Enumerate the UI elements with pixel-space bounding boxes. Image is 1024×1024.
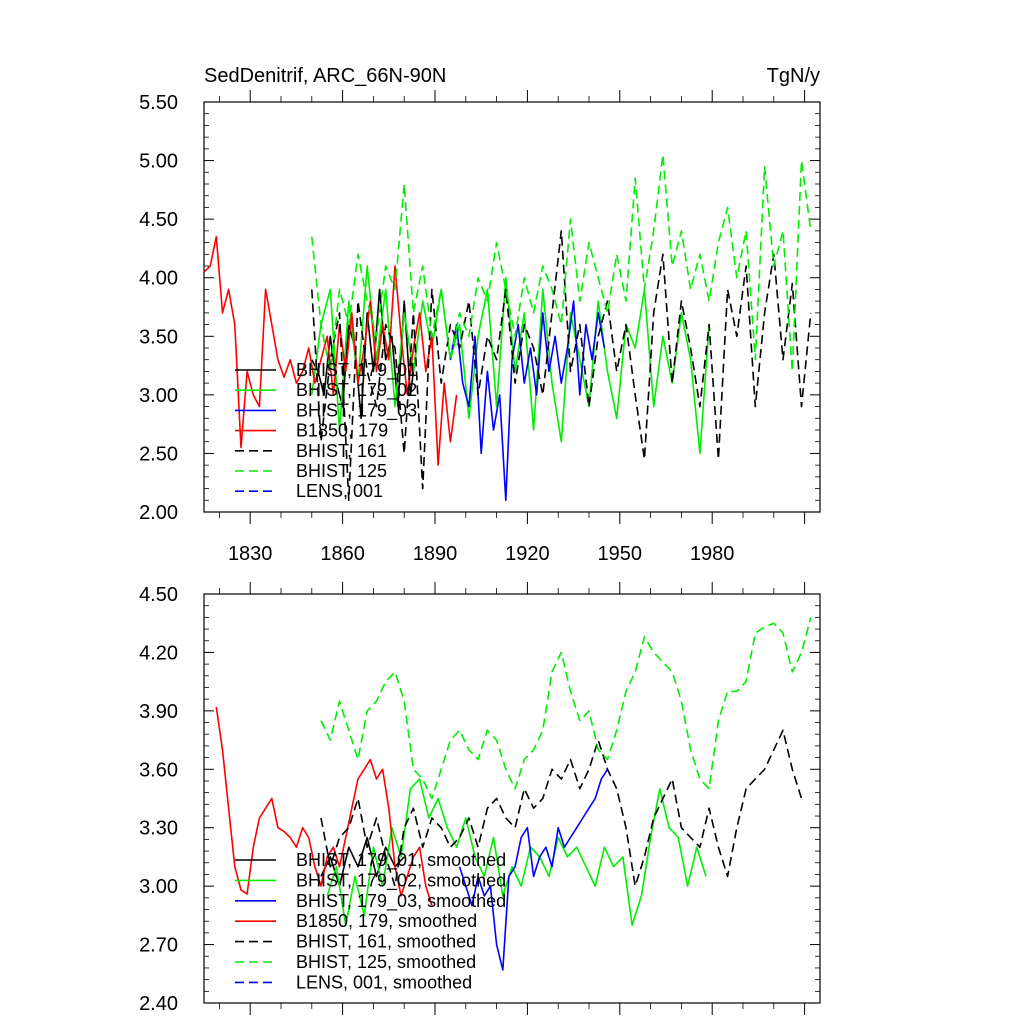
top-y-tick-label: 2.50 bbox=[139, 443, 178, 465]
top-plot-frame bbox=[203, 101, 821, 513]
top-series-line-2 bbox=[311, 265, 710, 455]
top-y-tick-label: 4.00 bbox=[139, 268, 178, 290]
top-legend-label: B1850, 179 bbox=[296, 421, 388, 441]
bottom-legend-label: BHIST, 179_01, smoothed bbox=[296, 850, 506, 871]
top-y-tick-label: 3.50 bbox=[139, 326, 178, 348]
top-x-tick-label: 1920 bbox=[505, 543, 550, 565]
bottom-legend-label: BHIST, 161, smoothed bbox=[296, 932, 476, 952]
bottom-y-tick-label: 3.30 bbox=[139, 818, 178, 840]
bottom-y-tick-label: 3.00 bbox=[139, 876, 178, 898]
bottom-series-line-6 bbox=[320, 617, 812, 800]
bottom-y-tick-label: 2.70 bbox=[139, 935, 178, 957]
bottom-plot-area: 2.40 2.70 3.00 3.30 3.60 3.90 4.20 4.50 BHIST, 1… bbox=[139, 582, 821, 1015]
bottom-y-tick-label: 3.90 bbox=[139, 701, 178, 723]
top-series-line-6 bbox=[311, 153, 812, 373]
top-x-tick-label: 1950 bbox=[598, 543, 643, 565]
bottom-legend-label: BHIST, 125, smoothed bbox=[296, 952, 476, 972]
top-chart-title: SedDenitrif, ARC_66N-90N bbox=[204, 65, 446, 87]
top-series-line-3 bbox=[449, 300, 606, 502]
top-plot-area: 2.00 2.50 3.00 3.50 4.00 4.50 5.00 5.50 1830 1860… bbox=[139, 90, 821, 565]
bottom-legend-label: BHIST, 179_03, smoothed bbox=[296, 891, 506, 912]
bottom-plot-frame bbox=[203, 593, 821, 1004]
top-x-tick-label: 1830 bbox=[228, 543, 273, 565]
bottom-legend-label: B1850, 179, smoothed bbox=[296, 911, 477, 931]
top-legend-label: LENS, 001 bbox=[296, 481, 383, 501]
top-legend-label: BHIST, 125 bbox=[296, 461, 387, 481]
bottom-series-line-4 bbox=[215, 706, 433, 906]
bottom-y-tick-label: 4.20 bbox=[139, 642, 178, 664]
top-y-tick-label: 2.00 bbox=[139, 502, 178, 524]
top-series-line-5 bbox=[311, 230, 812, 502]
top-legend-label: BHIST, 161 bbox=[296, 441, 387, 461]
top-legend-label: BHIST, 179_01 bbox=[296, 360, 417, 381]
top-panel: SedDenitrif, ARC_66N-90N TgN/y 2.00 2.50 3… bbox=[139, 65, 821, 565]
top-y-tick-label: 3.00 bbox=[139, 385, 178, 407]
bottom-panel: 2.40 2.70 3.00 3.30 3.60 3.90 4.20 4.50 BHIST, 1… bbox=[139, 582, 821, 1015]
bottom-series-line-5 bbox=[320, 729, 803, 887]
top-chart-units: TgN/y bbox=[767, 65, 820, 87]
top-legend-label: BHIST, 179_02 bbox=[296, 380, 417, 401]
bottom-series-line-2 bbox=[326, 778, 707, 926]
bottom-y-tick-label: 2.40 bbox=[139, 993, 178, 1015]
top-x-tick-label: 1890 bbox=[413, 543, 458, 565]
bottom-series-line-3 bbox=[458, 768, 609, 971]
top-x-tick-label: 1860 bbox=[320, 543, 365, 565]
bottom-y-tick-label: 4.50 bbox=[139, 584, 178, 606]
top-legend-label: BHIST, 179_03 bbox=[296, 400, 417, 421]
bottom-legend-label: BHIST, 179_02, smoothed bbox=[296, 870, 506, 891]
top-y-tick-label: 4.50 bbox=[139, 209, 178, 231]
bottom-y-tick-label: 3.60 bbox=[139, 759, 178, 781]
top-x-tick-label: 1980 bbox=[690, 543, 735, 565]
bottom-legend-label: LENS, 001, smoothed bbox=[296, 972, 472, 992]
top-y-tick-label: 5.50 bbox=[139, 92, 178, 114]
top-y-tick-label: 5.00 bbox=[139, 151, 178, 173]
